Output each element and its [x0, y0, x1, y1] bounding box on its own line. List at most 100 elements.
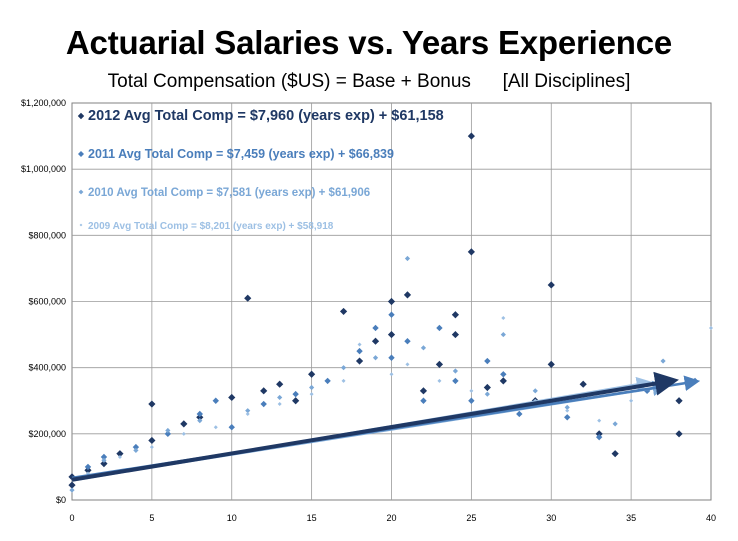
data-point [467, 132, 475, 140]
data-point [356, 347, 363, 355]
y-tick-label: $200,000 [28, 429, 66, 439]
data-point [101, 457, 107, 463]
data-point [516, 410, 523, 418]
data-point [405, 362, 410, 367]
data-point [277, 402, 282, 407]
data-point [500, 371, 507, 378]
x-tick-label: 5 [149, 513, 154, 523]
x-tick-label: 20 [386, 513, 396, 523]
data-point [148, 400, 156, 408]
data-point [245, 411, 250, 416]
data-point [469, 388, 474, 393]
data-point [547, 281, 555, 289]
data-point [276, 380, 284, 388]
data-point [419, 387, 428, 395]
data-point [77, 112, 85, 120]
data-point [164, 430, 172, 438]
data-point [260, 387, 268, 395]
data-point [84, 463, 92, 471]
data-point [436, 324, 443, 332]
data-point [388, 311, 395, 318]
chart-subtitle: Total Compensation ($US) = Base + Bonus … [107, 71, 631, 92]
data-point [629, 398, 634, 403]
y-tick-label: $0 [56, 495, 66, 505]
data-point [500, 331, 506, 338]
data-point [245, 408, 251, 414]
data-point [468, 397, 475, 404]
chart-title: Actuarial Salaries vs. Years Experience [65, 24, 673, 61]
data-point [212, 397, 219, 404]
data-point [100, 460, 108, 468]
data-point [595, 433, 603, 441]
data-point [69, 487, 75, 493]
y-tick-label: $1,200,000 [21, 98, 66, 108]
data-point [388, 354, 395, 361]
data-point [452, 368, 458, 374]
data-point [309, 384, 315, 391]
data-point [564, 414, 571, 421]
data-point [196, 410, 203, 418]
data-point [292, 390, 299, 398]
data-point [435, 360, 444, 368]
data-point [387, 330, 396, 339]
x-tick-label: 0 [69, 513, 74, 523]
data-point [532, 388, 538, 394]
data-point [452, 377, 459, 385]
data-point [181, 431, 186, 436]
data-point [308, 370, 316, 378]
data-point [260, 400, 267, 408]
legend-label: 2012 Avg Total Comp = $7,960 (years exp)… [88, 108, 444, 124]
data-point [180, 420, 188, 428]
data-point [341, 378, 346, 383]
data-point [355, 357, 364, 365]
data-point [675, 430, 683, 438]
data-point [357, 342, 362, 347]
data-point [79, 223, 83, 227]
data-point [371, 337, 380, 345]
data-point [165, 427, 171, 434]
data-point [564, 404, 570, 410]
data-point [420, 345, 427, 351]
data-point [451, 311, 459, 319]
data-point [709, 325, 713, 330]
data-point [148, 436, 156, 445]
data-point [84, 466, 92, 474]
data-point [339, 307, 348, 316]
data-point [389, 372, 394, 377]
data-point [467, 248, 475, 256]
trend-lines [71, 371, 701, 482]
data-point [68, 481, 76, 489]
regression-line [71, 371, 679, 482]
data-point [483, 383, 491, 392]
data-point [579, 380, 587, 388]
data-point [404, 338, 411, 345]
data-point [228, 424, 235, 431]
axes: 0 5 10 15 20 25 30 35 40 $0 $200,000 $400,000 $600,0… [21, 98, 716, 523]
data-point [132, 443, 140, 451]
data-point [277, 394, 283, 401]
data-point [244, 294, 252, 302]
data-point [100, 453, 108, 461]
y-tick-label: $1,000,000 [21, 164, 66, 174]
x-tick-label: 40 [706, 513, 716, 523]
data-point [611, 450, 619, 458]
data-point [451, 330, 459, 339]
data-point [404, 255, 411, 262]
data-point [372, 355, 379, 361]
y-tick-label: $400,000 [28, 363, 66, 373]
data-points [68, 132, 713, 493]
data-point [437, 378, 442, 383]
legend-label: 2009 Avg Total Comp = $8,201 (years exp)… [88, 221, 334, 232]
data-point [196, 413, 204, 421]
data-point [387, 297, 396, 306]
x-tick-label: 35 [626, 513, 636, 523]
x-tick-label: 30 [546, 513, 556, 523]
data-point [675, 397, 683, 405]
data-point [78, 189, 84, 195]
y-tick-label: $800,000 [28, 230, 66, 240]
data-point [309, 392, 314, 397]
data-point [117, 454, 122, 459]
legend-label: 2011 Avg Total Comp = $7,459 (years exp)… [88, 147, 394, 161]
data-point [499, 377, 507, 385]
